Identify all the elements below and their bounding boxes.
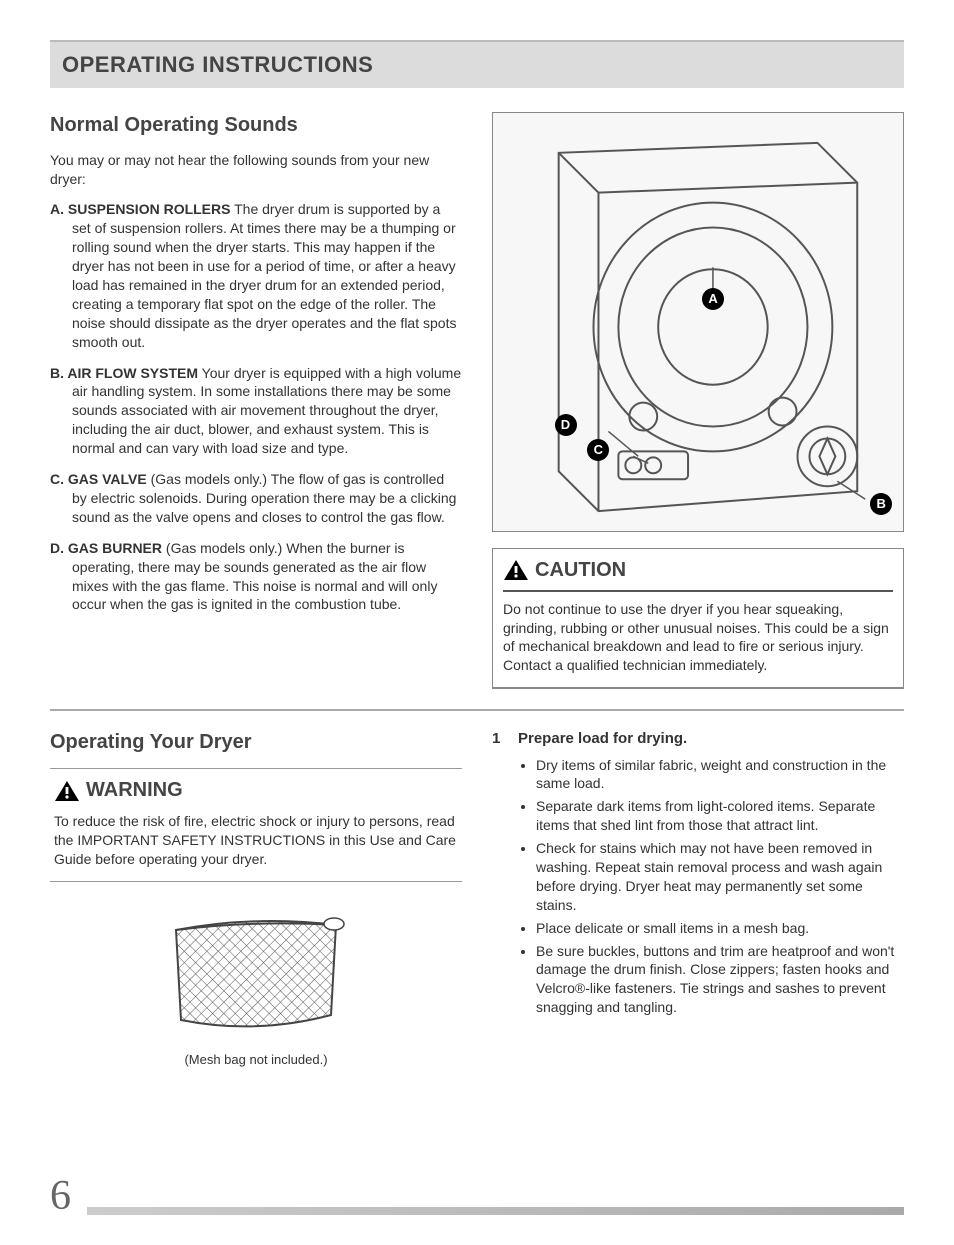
step-1-body: Prepare load for drying. Dry items of si… [518,729,904,1021]
caution-body: Do not continue to use the dryer if you … [503,600,893,676]
diagram-marker-d: D [555,414,577,436]
alert-triangle-icon [54,780,80,802]
sound-label-d: D. GAS BURNER [50,540,162,556]
step-1-number: 1 [492,729,506,1021]
diagram-marker-c: C [587,439,609,461]
alert-triangle-icon [503,559,529,581]
sound-label-a: A. SUSPENSION ROLLERS [50,201,230,217]
sounds-list: A. SUSPENSION ROLLERS The dryer drum is … [50,200,462,614]
caution-header: CAUTION [503,557,893,592]
page-number: 6 [50,1168,71,1225]
sound-item-b: B. AIR FLOW SYSTEM Your dryer is equippe… [50,364,462,458]
warning-header: WARNING [54,777,458,806]
section-divider [50,709,904,711]
step-1-bullets: Dry items of similar fabric, weight and … [518,756,904,1018]
warning-title: WARNING [86,777,183,804]
dryer-diagram: A D C B [492,112,904,532]
sound-label-b: B. AIR FLOW SYSTEM [50,365,198,381]
step-1-bullet: Dry items of similar fabric, weight and … [536,756,904,794]
operating-right: 1 Prepare load for drying. Dry items of … [492,729,904,1068]
section-header-bar: OPERATING INSTRUCTIONS [50,40,904,88]
sounds-column: Normal Operating Sounds You may or may n… [50,112,462,690]
sound-item-d: D. GAS BURNER (Gas models only.) When th… [50,539,462,615]
operating-heading: Operating Your Dryer [50,729,462,756]
caution-box: CAUTION Do not continue to use the dryer… [492,548,904,690]
step-1-title: Prepare load for drying. [518,729,904,749]
warning-box: WARNING To reduce the risk of fire, elec… [50,768,462,882]
sound-text-a: The dryer drum is supported by a set of … [72,201,456,349]
sounds-intro: You may or may not hear the following so… [50,151,462,189]
dryer-svg [493,113,903,531]
footer-bar [87,1207,904,1215]
meshbag-figure: (Mesh bag not included.) [50,900,462,1068]
sounds-heading: Normal Operating Sounds [50,112,462,139]
upper-columns: Normal Operating Sounds You may or may n… [50,112,904,690]
step-1-bullet: Place delicate or small items in a mesh … [536,919,904,938]
caution-title: CAUTION [535,557,626,584]
sound-item-c: C. GAS VALVE (Gas models only.) The flow… [50,470,462,527]
section-title: OPERATING INSTRUCTIONS [62,50,892,80]
meshbag-svg [156,900,356,1040]
step-1-bullet: Be sure buckles, buttons and trim are he… [536,942,904,1018]
lower-columns: Operating Your Dryer WARNING To reduce t… [50,729,904,1068]
sound-label-c: C. GAS VALVE [50,471,147,487]
warning-body: To reduce the risk of fire, electric sho… [54,812,458,869]
meshbag-caption: (Mesh bag not included.) [50,1051,462,1069]
diagram-column: A D C B CAUTION Do not continue to use t… [492,112,904,690]
step-1-bullet: Separate dark items from light-colored i… [536,797,904,835]
step-1: 1 Prepare load for drying. Dry items of … [492,729,904,1021]
sound-item-a: A. SUSPENSION ROLLERS The dryer drum is … [50,200,462,351]
page-footer: 6 [50,1168,904,1225]
step-1-bullet: Check for stains which may not have been… [536,839,904,915]
operating-left: Operating Your Dryer WARNING To reduce t… [50,729,462,1068]
